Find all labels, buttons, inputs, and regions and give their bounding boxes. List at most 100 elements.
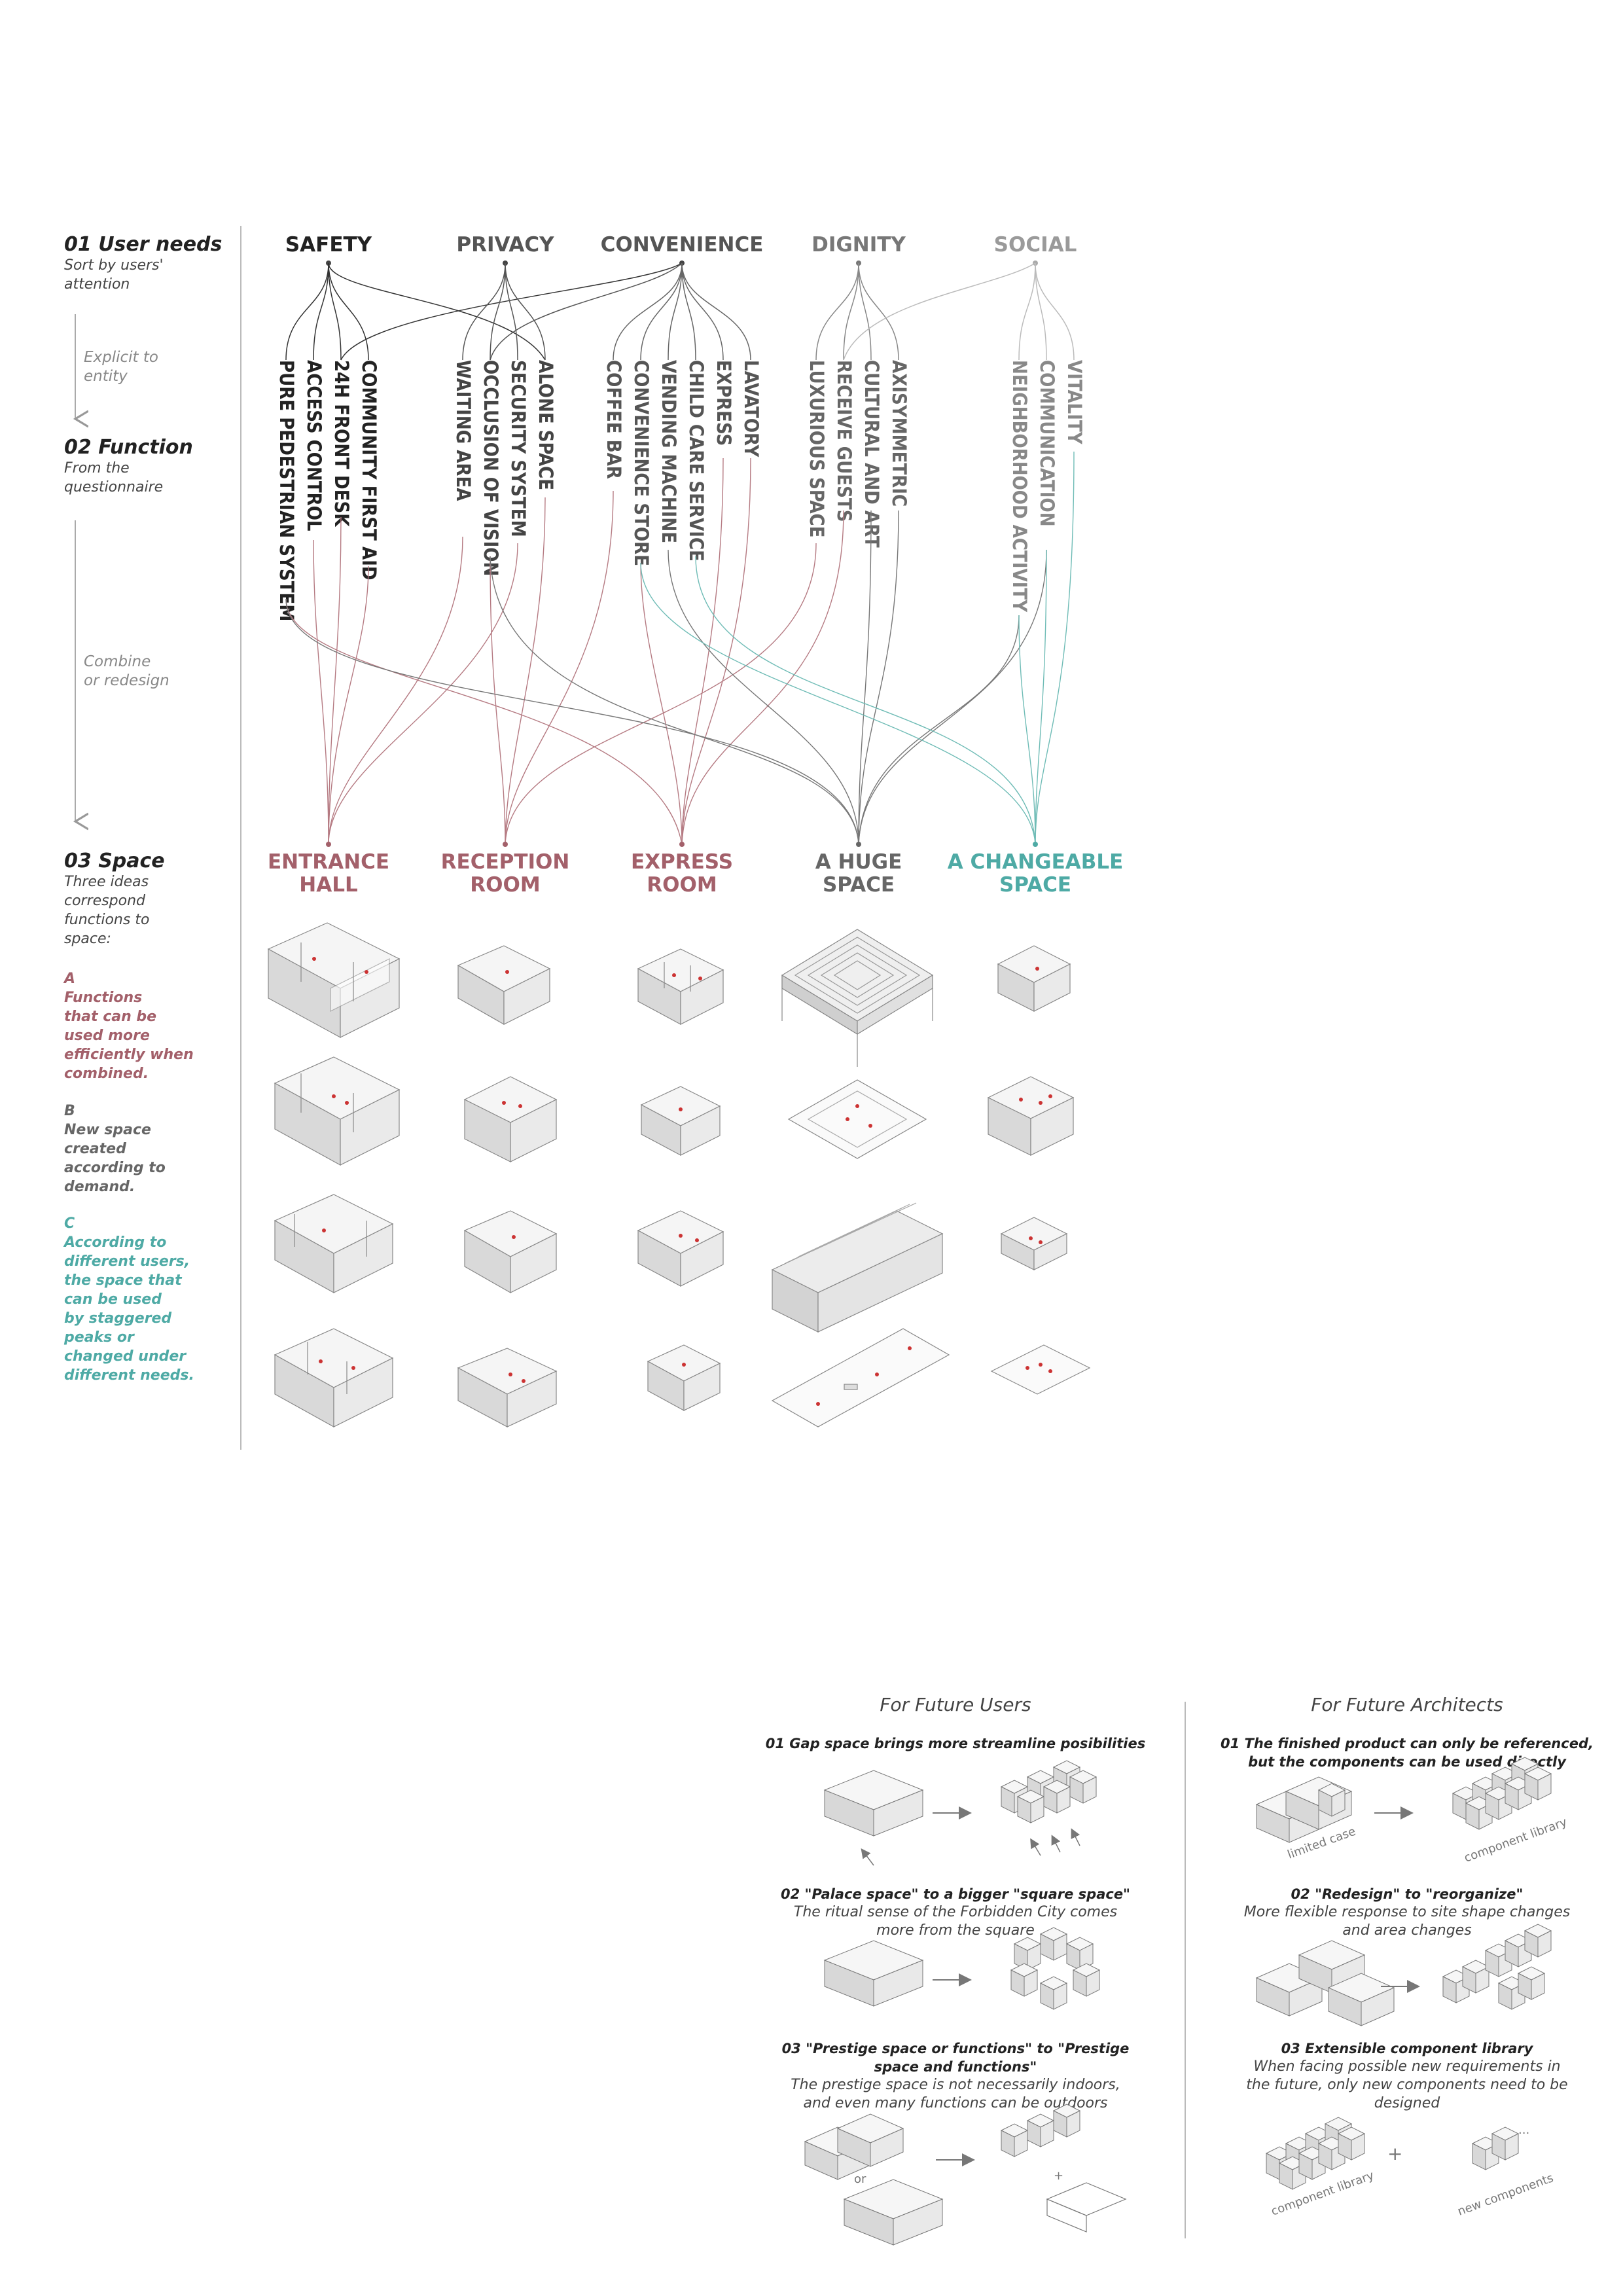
future-divider <box>1185 1702 1186 2238</box>
function-space-links <box>285 451 1075 845</box>
model-entrance-3 <box>274 1194 394 1294</box>
fa-diagram-3: component library + ... new components <box>1266 2117 1556 2219</box>
model-entrance-1 <box>267 922 401 1039</box>
idea-line: the space that <box>64 1272 182 1289</box>
model-huge-2 <box>787 1079 927 1159</box>
fa-item-desc: When facing possible new requirements in <box>1253 2058 1561 2075</box>
idea-line: C <box>64 1215 75 1232</box>
space-dots <box>326 842 1038 847</box>
step-label: Combine <box>84 653 151 670</box>
fa-dots-label: ... <box>1518 2123 1529 2137</box>
fa-plus-label: + <box>1387 2143 1402 2164</box>
section-title: 01 User needs <box>64 233 223 256</box>
section-sub: functions to <box>64 912 150 928</box>
future-users-heading: For Future Users <box>880 1694 1031 1715</box>
model-entrance-4 <box>274 1328 394 1428</box>
model-reception-3 <box>463 1210 558 1294</box>
fu-item-desc: The prestige space is not necessarily in… <box>791 2077 1120 2093</box>
idea-line: According to <box>64 1234 167 1251</box>
fu-item-desc: and even many functions can be outdoors <box>803 2095 1108 2111</box>
idea-b: B New space created according to demand. <box>64 1102 166 1196</box>
left-divider <box>240 226 241 1450</box>
fu-item-title: 02 "Palace space" to a bigger "square sp… <box>780 1886 1130 1902</box>
fa-item-2: 02 "Redesign" to "reorganize" More flexi… <box>1198 1885 1616 1940</box>
space-line: ROOM <box>470 873 541 897</box>
space-a-huge-space: A HUGE SPACE <box>754 851 963 897</box>
model-express-2 <box>640 1086 721 1156</box>
section-space: 03 Space Three ideas correspond function… <box>64 850 165 948</box>
section-function: 02 Function From the questionnaire <box>64 436 193 497</box>
fa-item-desc: designed <box>1374 2095 1440 2111</box>
section-sub: Sort by users' <box>64 257 164 274</box>
fu-diagram-2 <box>824 1927 1100 2010</box>
space-express-room: EXPRESS ROOM <box>577 851 787 897</box>
model-changeable-4 <box>990 1344 1091 1395</box>
future-architects-heading: For Future Architects <box>1311 1694 1503 1715</box>
need-function-links <box>285 262 1075 361</box>
space-line: A CHANGEABLE <box>947 850 1124 874</box>
space-line: ENTRANCE <box>268 850 389 874</box>
fu-diagram-3: or + <box>804 2104 1127 2246</box>
future-diagrams: or + limited case component library comp… <box>804 1757 1569 2246</box>
space-reception-room: RECEPTION ROOM <box>401 851 610 897</box>
idea-line: used more <box>64 1028 150 1044</box>
idea-line: efficiently when <box>64 1047 194 1063</box>
idea-line: that can be <box>64 1009 157 1025</box>
model-changeable-3 <box>1000 1217 1068 1270</box>
idea-line: Functions <box>64 990 143 1006</box>
section-title: 02 Function <box>64 436 193 459</box>
space-line: EXPRESS <box>630 850 734 874</box>
space-line: ROOM <box>647 873 717 897</box>
space-models <box>267 922 1091 1428</box>
idea-c: C According to different users, the spac… <box>64 1214 194 1385</box>
model-changeable-1 <box>997 945 1071 1012</box>
fu-item-2: 02 "Palace space" to a bigger "square sp… <box>753 1885 1158 1940</box>
fa-diagram-1: limited case component library <box>1256 1757 1569 1865</box>
section-user-needs: 01 User needs Sort by users' attention <box>64 233 222 294</box>
space-line: A HUGE <box>815 850 902 874</box>
idea-line: A <box>64 971 76 987</box>
fa-item-title: 01 The finished product can only be refe… <box>1221 1736 1594 1751</box>
need-safety: SAFETY <box>285 233 372 257</box>
fa-item-desc: the future, only new components need to … <box>1246 2077 1568 2093</box>
idea-line: peaks or <box>64 1329 134 1346</box>
step-label: Explicit to <box>84 349 158 366</box>
fu-item-3: 03 "Prestige space or functions" to "Pre… <box>753 2039 1158 2113</box>
section-sub: space: <box>64 931 111 947</box>
model-express-3 <box>637 1210 724 1287</box>
space-line: HALL <box>299 873 358 897</box>
fa-item-title: 02 "Redesign" to "reorganize" <box>1291 1886 1524 1902</box>
section-sub: questionnaire <box>64 479 164 495</box>
fa-diagram-2 <box>1256 1924 1552 2026</box>
fa-item-3: 03 Extensible component library When fac… <box>1198 2039 1616 2113</box>
space-line: RECEPTION <box>440 850 570 874</box>
need-dignity: DIGNITY <box>812 233 906 257</box>
model-huge-4 <box>771 1328 950 1427</box>
fu-plus-label: + <box>1054 2169 1063 2183</box>
idea-line: demand. <box>64 1179 135 1195</box>
step-combine: Combine or redesign <box>84 653 169 691</box>
fa-item-title: 03 Extensible component library <box>1281 2041 1533 2056</box>
idea-line: by staggered <box>64 1310 172 1327</box>
space-a-changeable-space: A CHANGEABLE SPACE <box>931 851 1140 897</box>
model-changeable-2 <box>987 1076 1075 1156</box>
model-express-1 <box>637 948 724 1026</box>
section-sub: Three ideas <box>64 874 149 890</box>
need-privacy: PRIVACY <box>456 233 554 257</box>
fu-item-desc: The ritual sense of the Forbidden City c… <box>793 1904 1118 1920</box>
fu-diagram-1 <box>824 1760 1097 1866</box>
fa-item-desc: and area changes <box>1342 1922 1472 1939</box>
section-sub: correspond <box>64 893 145 909</box>
space-entrance-hall: ENTRANCE HALL <box>224 851 433 897</box>
section-sub: attention <box>64 276 130 293</box>
fu-item-title: 01 Gap space brings more streamline posi… <box>765 1736 1146 1751</box>
step-explicit: Explicit to entity <box>84 348 158 386</box>
model-entrance-2 <box>274 1056 401 1166</box>
need-convenience: CONVENIENCE <box>600 233 764 257</box>
idea-line: B <box>64 1103 75 1119</box>
idea-a: A Functions that can be used more effici… <box>64 969 194 1083</box>
fu-item-desc: more from the square <box>876 1922 1035 1939</box>
model-huge-3 <box>771 1202 944 1333</box>
model-express-4 <box>647 1344 721 1412</box>
step-label: entity <box>84 368 128 385</box>
